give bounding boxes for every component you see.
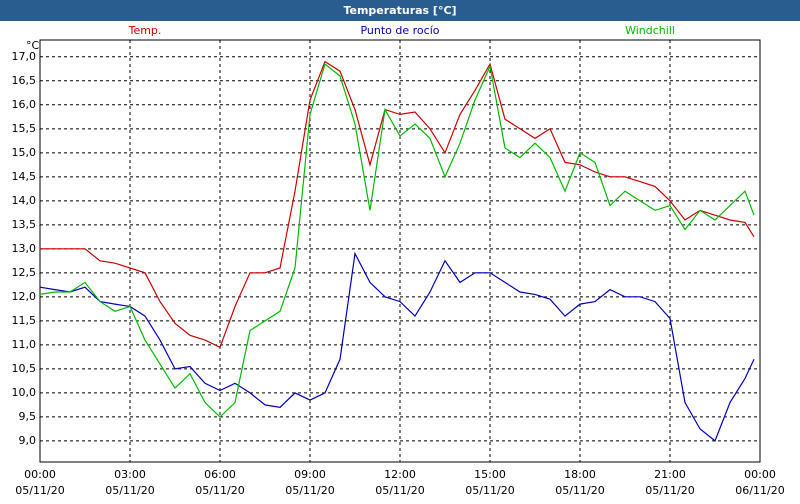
y-tick-label: 13,0 bbox=[12, 242, 37, 255]
chart-title: Temperaturas [°C] bbox=[343, 4, 456, 17]
title-bar bbox=[0, 0, 800, 21]
y-tick-label: 14,5 bbox=[12, 170, 37, 183]
y-tick-label: 14,0 bbox=[12, 194, 37, 207]
x-tick-label: 21:00 bbox=[654, 468, 686, 481]
legend-label: Temp. bbox=[128, 24, 162, 37]
legend-label: Punto de rocío bbox=[360, 24, 439, 37]
x-tick-date: 05/11/20 bbox=[555, 484, 604, 497]
y-tick-label: 11,0 bbox=[12, 338, 37, 351]
x-tick-date: 05/11/20 bbox=[15, 484, 64, 497]
x-tick-label: 12:00 bbox=[384, 468, 416, 481]
y-tick-label: 16,5 bbox=[12, 74, 37, 87]
series-line bbox=[39, 251, 755, 442]
y-tick-label: 12,5 bbox=[12, 266, 37, 279]
y-tick-label: 15,5 bbox=[12, 122, 37, 135]
x-tick-label: 00:00 bbox=[24, 468, 56, 481]
y-tick-label: 12,0 bbox=[12, 290, 37, 303]
x-tick-date: 05/11/20 bbox=[285, 484, 334, 497]
series-line bbox=[40, 60, 755, 349]
x-tick-date: 05/11/20 bbox=[105, 484, 154, 497]
x-tick-date: 05/11/20 bbox=[645, 484, 694, 497]
x-tick-label: 03:00 bbox=[114, 468, 146, 481]
x-tick-date: 05/11/20 bbox=[195, 484, 244, 497]
x-tick-label: 09:00 bbox=[294, 468, 326, 481]
y-tick-label: 17,0 bbox=[12, 50, 37, 63]
y-tick-label: 16,0 bbox=[12, 98, 37, 111]
series-line bbox=[39, 62, 755, 418]
x-tick-date: 05/11/20 bbox=[465, 484, 514, 497]
y-tick-label: 15,0 bbox=[12, 146, 37, 159]
y-tick-label: 11,5 bbox=[12, 314, 37, 327]
x-tick-date: 05/11/20 bbox=[375, 484, 424, 497]
y-tick-label: 10,0 bbox=[12, 386, 37, 399]
y-tick-label: 9,0 bbox=[19, 434, 37, 447]
y-unit: °C bbox=[26, 39, 40, 52]
y-tick-label: 13,5 bbox=[12, 218, 37, 231]
x-tick-label: 18:00 bbox=[564, 468, 596, 481]
x-tick-date: 06/11/20 bbox=[735, 484, 784, 497]
y-tick-label: 9,5 bbox=[19, 410, 37, 423]
x-tick-label: 15:00 bbox=[474, 468, 506, 481]
legend-label: Windchill bbox=[625, 24, 675, 37]
y-tick-label: 10,5 bbox=[12, 362, 37, 375]
x-tick-label: 06:00 bbox=[204, 468, 236, 481]
x-tick-label: 00:00 bbox=[744, 468, 776, 481]
